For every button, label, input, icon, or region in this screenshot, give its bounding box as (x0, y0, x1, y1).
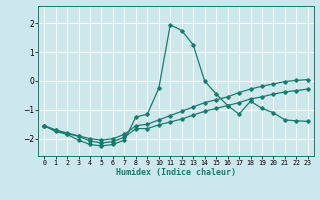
X-axis label: Humidex (Indice chaleur): Humidex (Indice chaleur) (116, 168, 236, 177)
